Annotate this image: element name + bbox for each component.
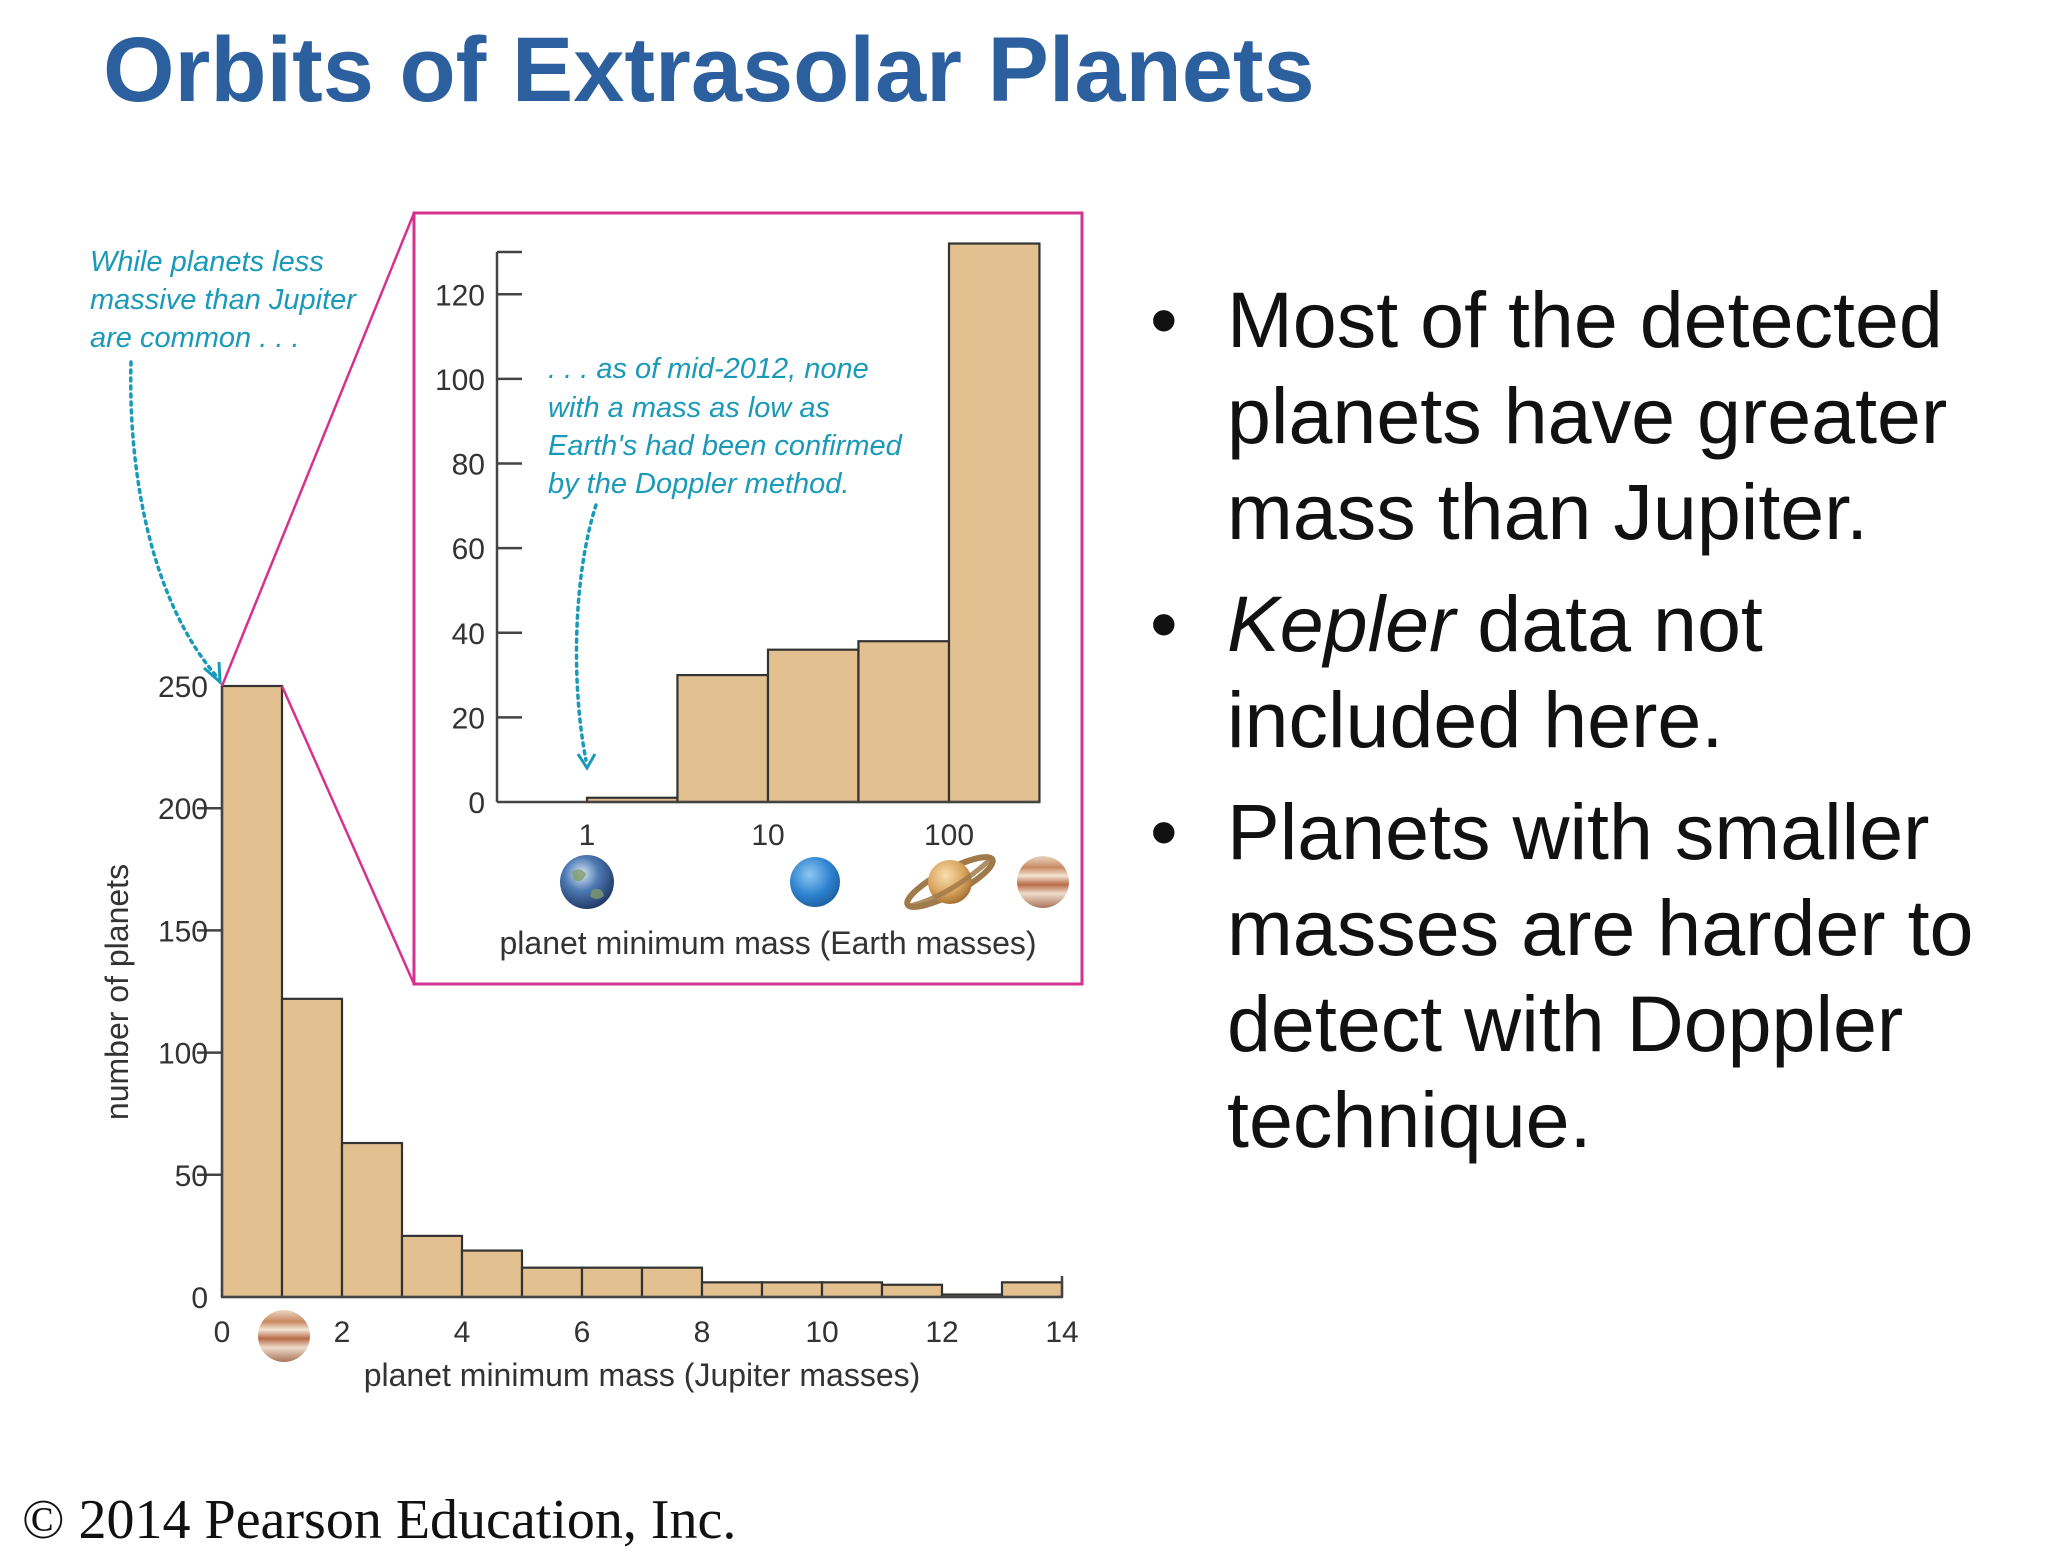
jupiter-icon	[258, 1310, 310, 1362]
inset-note-line-4: by the Doppler method.	[548, 468, 849, 500]
histogram-bar	[580, 1266, 644, 1299]
histogram-bar	[676, 673, 770, 804]
y-tick-label: 80	[452, 449, 485, 482]
bullet-text: Planets with smaller masses are harder t…	[1227, 787, 1974, 1164]
histogram-bar	[880, 1283, 944, 1299]
x-tick-label: 6	[574, 1316, 591, 1349]
y-tick-label: 120	[435, 279, 485, 312]
x-tick-label: 8	[694, 1316, 711, 1349]
y-tick-label: 40	[452, 618, 485, 651]
histogram-bar	[280, 997, 344, 1299]
main-x-ticks: 0 2 4 6 8 10 12 14	[214, 1316, 1079, 1349]
bullet-dot: •	[1150, 579, 1178, 668]
earth-icon	[560, 855, 614, 909]
main-x-axis-label: planet minimum mass (Jupiter masses)	[364, 1357, 921, 1393]
slide-title: Orbits of Extrasolar Planets	[103, 19, 1315, 121]
y-tick-label: 250	[158, 671, 208, 704]
inset-bars	[585, 242, 1041, 804]
bullet-list: • Most of the detected planets have grea…	[1150, 272, 2030, 1184]
copyright-notice: © 2014 Pearson Education, Inc.	[22, 1489, 737, 1551]
bullet-dot: •	[1150, 275, 1178, 364]
histogram-bar	[760, 1281, 824, 1299]
x-tick-label: 2	[334, 1316, 351, 1349]
inset-x-ticks: 1 10 100	[579, 819, 974, 852]
x-tick-label: 0	[214, 1316, 231, 1349]
histogram-bar	[700, 1281, 764, 1299]
x-tick-label: 12	[925, 1316, 958, 1349]
zoom-connector-left	[220, 212, 416, 687]
y-tick-label: 200	[158, 793, 208, 826]
bullet-italic-word: Kepler	[1227, 579, 1456, 668]
inset-annotation: . . . as of mid-2012, none with a mass a…	[548, 353, 903, 771]
bullet-text: data not included here.	[1227, 579, 1763, 764]
bullet-text: Most of the detected planets have greate…	[1227, 275, 1948, 556]
main-y-ticks: 0 50 100 150 200 250	[158, 671, 222, 1315]
bullet-item: • Planets with smaller masses are harder…	[1150, 784, 2030, 1168]
histogram-bar	[1000, 1281, 1064, 1299]
histogram-bar	[520, 1266, 584, 1299]
x-tick-label: 100	[924, 819, 974, 852]
main-note-line-2: massive than Jupiter	[90, 284, 357, 316]
main-annotation: While planets less massive than Jupiter …	[90, 246, 357, 686]
inset-note-arrowhead	[576, 753, 597, 771]
histogram-bar	[400, 1234, 464, 1299]
main-note-line-1: While planets less	[90, 246, 324, 278]
inset-note-line-1: . . . as of mid-2012, none	[548, 353, 869, 385]
inset-note-line-3: Earth's had been confirmed	[548, 430, 903, 462]
jupiter-icon	[1017, 856, 1069, 908]
x-tick-label: 1	[579, 819, 596, 852]
histogram-bar	[460, 1249, 524, 1299]
neptune-icon	[790, 857, 840, 907]
main-note-arrow	[128, 360, 220, 680]
bullet-item: • Kepler data not included here.	[1150, 576, 2030, 768]
histogram-bar	[947, 242, 1041, 804]
y-tick-label: 100	[435, 364, 485, 397]
inset-note-line-2: with a mass as low as	[548, 392, 830, 424]
x-tick-label: 4	[454, 1316, 471, 1349]
histogram-bar	[640, 1266, 704, 1299]
histogram-bar	[820, 1281, 884, 1299]
main-note-line-3: are common . . .	[90, 322, 300, 354]
x-tick-label: 14	[1045, 1316, 1078, 1349]
y-tick-label: 50	[175, 1160, 208, 1193]
saturn-icon	[904, 854, 996, 910]
x-tick-label: 10	[751, 819, 784, 852]
inset-note-arrow	[574, 503, 598, 762]
zoom-connector-right	[280, 685, 416, 985]
y-tick-label: 0	[191, 1282, 208, 1315]
histogram-bar	[766, 648, 860, 804]
y-tick-label: 60	[452, 533, 485, 566]
y-tick-label: 0	[468, 787, 485, 820]
bullet-item: • Most of the detected planets have grea…	[1150, 272, 2030, 560]
main-y-axis-label: number of planets	[99, 864, 135, 1120]
y-tick-label: 20	[452, 702, 485, 735]
bullet-dot: •	[1150, 787, 1178, 876]
inset-y-ticks: 0 20 40 60 80 100 120	[435, 279, 522, 820]
y-tick-label: 100	[158, 1038, 208, 1071]
y-tick-label: 150	[158, 915, 208, 948]
histogram-bar	[857, 640, 951, 804]
x-tick-label: 10	[805, 1316, 838, 1349]
main-bars	[220, 684, 1064, 1299]
histogram-bar	[340, 1141, 404, 1299]
histogram-bar	[220, 684, 284, 1299]
main-note-arrowhead	[203, 661, 222, 686]
inset-x-axis-label: planet minimum mass (Earth masses)	[499, 925, 1036, 961]
